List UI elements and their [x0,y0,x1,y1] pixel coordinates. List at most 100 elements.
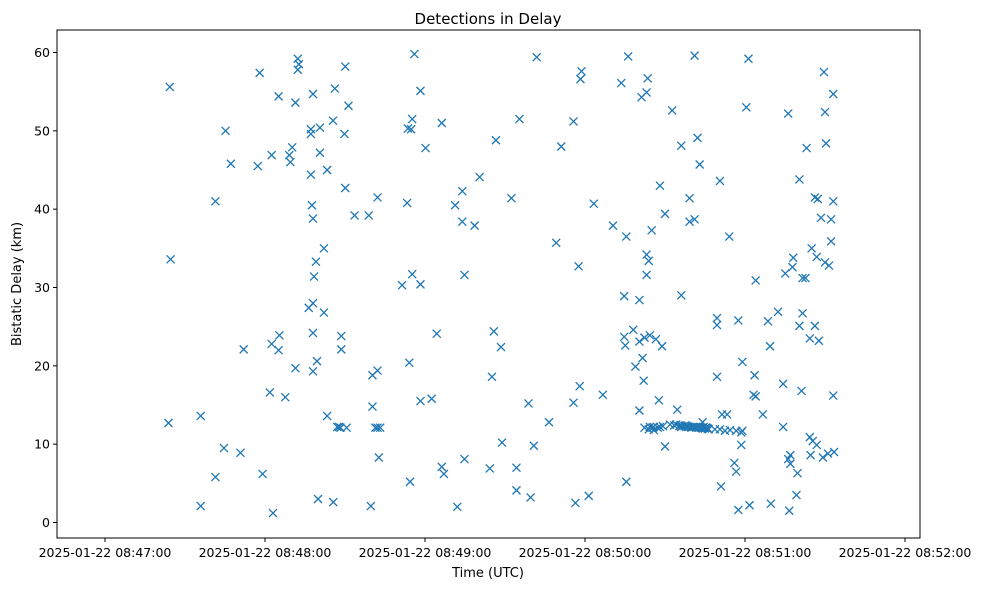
detection-marker [497,438,507,448]
detection-marker [165,82,175,92]
detection-marker [813,194,823,204]
detection-marker [226,159,236,169]
detection-marker [788,253,798,263]
detection-marker [421,143,430,153]
detection-marker [733,315,743,325]
detection-marker [475,172,485,182]
detection-marker [660,442,670,451]
detection-marker [784,506,794,516]
detection-marker [722,409,732,419]
detection-marker [397,280,407,290]
detection-marker [676,290,686,300]
detection-marker [373,366,382,375]
detection-marker [737,426,747,436]
detection-marker [805,333,815,343]
detection-marker [798,273,808,283]
detection-marker [309,272,319,281]
detection-marker [236,448,245,458]
detection-marker [506,193,516,203]
y-tick-label: 10 [34,437,50,452]
detection-marker [693,133,702,143]
detection-marker [826,236,836,246]
detection-marker [340,62,350,72]
detection-marker [196,501,206,511]
detection-marker [642,250,652,260]
detection-marker [340,129,349,139]
detection-marker [639,376,649,386]
detection-marker [322,165,332,175]
detection-marker [802,143,812,153]
detection-marker [350,210,360,220]
detection-marker [589,199,599,209]
detection-marker [524,398,533,408]
detection-marker [751,391,761,401]
detection-marker [196,411,206,421]
detection-marker [315,123,325,133]
detection-marker [630,362,640,372]
detection-marker [432,329,442,339]
detection-marker [210,472,220,482]
y-axis-ticks: 0 10 20 30 40 50 60 [34,45,57,530]
detection-marker [403,124,413,133]
detection-marker [806,450,816,460]
detection-marker [487,372,497,382]
detection-marker [778,379,788,389]
detection-marker [290,98,300,108]
detection-marker [366,501,376,511]
axes-frame [56,29,921,539]
detection-marker [274,330,284,340]
detection-marker [608,221,618,231]
detection-marker [219,443,229,453]
detection-marker [407,114,417,124]
detection-marker [496,342,506,352]
detection-marker [616,78,626,88]
detection-marker [816,213,826,223]
detection-marker [368,402,377,412]
detection-marker [643,73,653,83]
detection-marker [285,157,295,167]
detection-marker [763,316,773,326]
detection-marker [569,398,578,408]
detection-marker [751,275,761,285]
detection-marker [328,116,338,126]
detection-marker [532,52,542,62]
detection-marker [818,453,828,462]
detection-marker [634,337,644,347]
detection-marker [470,221,480,231]
x-axis-ticks: 2025-01-22 08:47:00 2025-01-22 08:48:00 20… [39,538,971,560]
detection-marker [402,198,412,208]
detection-marker [715,176,725,186]
chart-title: Detections in Delay [415,10,562,28]
detection-marker [529,441,539,451]
detection-marker [308,366,318,376]
detection-marker [166,254,176,264]
detection-marker [416,396,425,406]
detection-marker [712,372,722,382]
detection-marker [512,485,521,495]
detection-marker [634,295,644,305]
detection-marker [758,409,768,419]
detection-marker [221,126,230,136]
detection-marker [814,336,824,346]
detection-marker [308,214,318,224]
detection-marker [819,67,829,77]
detection-marker [712,313,722,323]
detection-marker [577,66,586,76]
detection-marker [820,107,830,117]
detection-marker [737,357,747,367]
detection-marker [575,381,585,391]
detection-marker [640,333,649,343]
detection-marker [792,490,801,500]
detection-marker [407,269,417,279]
plot-area: 2025-01-22 08:47:00 2025-01-22 08:48:00 20… [34,29,971,560]
detection-marker [313,494,323,504]
y-tick-label: 20 [34,358,50,373]
detection-marker [647,225,657,235]
detection-marker [628,325,638,335]
detection-marker [676,141,686,151]
detection-marker [750,370,760,380]
detection-marker [642,270,652,280]
detection-marker [644,256,654,266]
